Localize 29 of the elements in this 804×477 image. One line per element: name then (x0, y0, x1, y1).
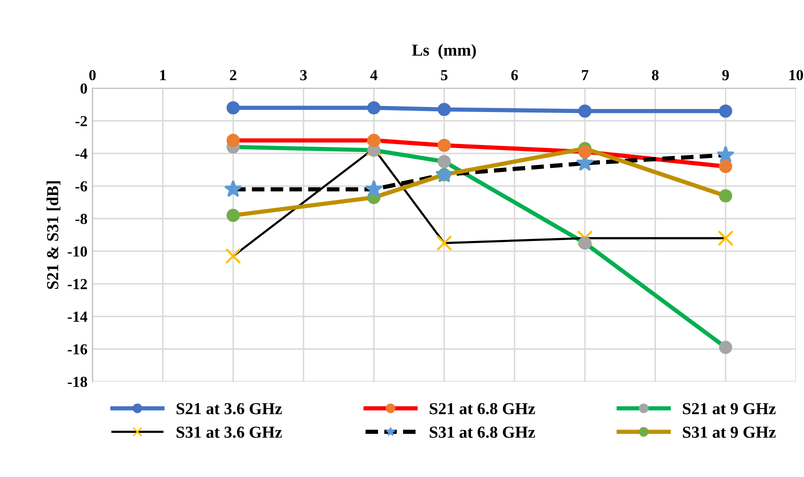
x-tick-label: 2 (230, 70, 236, 80)
x-tick-label: 3 (300, 70, 307, 80)
y-tick-label: -12 (68, 279, 87, 290)
x-tick-label: 7 (582, 70, 588, 80)
x-tick-label: 8 (652, 70, 659, 80)
legend-label: S31 at 3.6 GHz (176, 426, 282, 438)
y-tick-label: -14 (68, 312, 88, 322)
y-tick-label: -4 (75, 148, 88, 159)
x-tick-label: 5 (441, 70, 448, 80)
legend-label: S31 at 6.8 GHz (430, 426, 535, 438)
y-axis-title: S21 & S31 [dB] (46, 181, 60, 289)
y-tick-label: -8 (75, 214, 88, 224)
y-tick-label: -2 (75, 116, 87, 126)
x-tick-label: 1 (160, 70, 166, 80)
legend-label: S21 at 6.8 GHz (430, 403, 535, 414)
x-tick-label: 0 (89, 70, 96, 80)
y-tick-label: -10 (68, 246, 88, 257)
y-tick-label: -18 (68, 376, 88, 388)
y-tick-label: -16 (68, 344, 88, 354)
legend-label: S31 at 9 GHz (682, 426, 776, 438)
y-tick-label: -6 (75, 181, 88, 192)
y-tick-label: 0 (80, 83, 88, 94)
legend-label: S21 at 9 GHz (682, 403, 776, 414)
x-axis-title: Ls (mm) (412, 44, 476, 60)
legend-label: S21 at 3.6 GHz (176, 403, 282, 414)
x-tick-label: 10 (790, 70, 804, 80)
x-tick-label: 4 (370, 70, 378, 80)
x-tick-label: 6 (511, 70, 518, 80)
x-tick-label: 9 (722, 70, 729, 80)
